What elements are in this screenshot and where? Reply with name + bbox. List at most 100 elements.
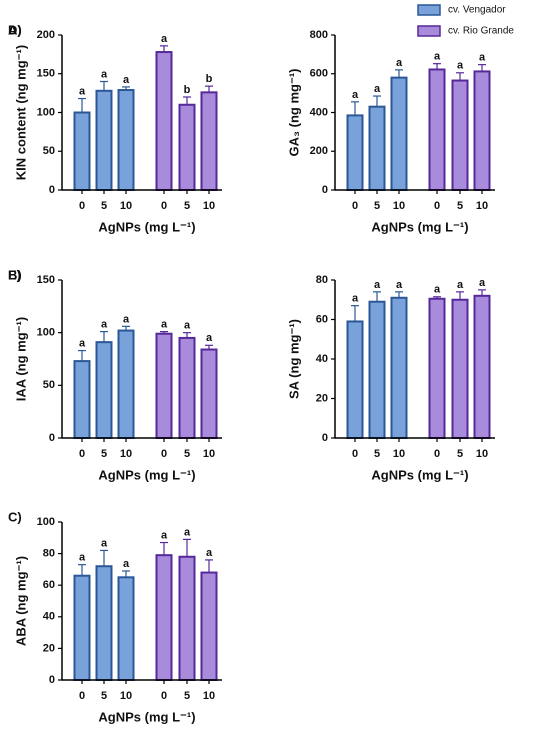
- bar: [428, 68, 446, 191]
- y-tick-label: 0: [49, 674, 55, 686]
- y-tick-label: 800: [310, 29, 328, 41]
- x-tick-label: 5: [457, 448, 463, 460]
- bar: [155, 51, 173, 191]
- y-tick-label: 600: [310, 68, 328, 80]
- significance-letter: a: [101, 319, 108, 331]
- y-tick-label: 0: [322, 432, 328, 444]
- panel-label: D): [8, 22, 22, 37]
- x-axis-label: AgNPs (mg L⁻¹): [98, 709, 195, 724]
- y-axis-label: ABA (ng mg⁻¹): [13, 556, 28, 646]
- significance-letter: a: [161, 319, 168, 331]
- y-tick-label: 400: [310, 106, 328, 118]
- significance-letter: a: [206, 547, 213, 559]
- x-axis-label: AgNPs (mg L⁻¹): [98, 467, 195, 482]
- x-axis-label: AgNPs (mg L⁻¹): [98, 219, 195, 234]
- y-tick-label: 0: [49, 184, 55, 196]
- y-tick-label: 150: [37, 68, 55, 80]
- legend-label: cv. Vengador: [448, 5, 506, 16]
- significance-letter: b: [206, 73, 213, 85]
- x-tick-label: 10: [393, 448, 405, 460]
- y-tick-label: 50: [43, 379, 55, 391]
- bar: [200, 571, 218, 681]
- significance-letter: a: [161, 529, 168, 541]
- bar: [346, 114, 364, 191]
- y-tick-label: 20: [316, 392, 328, 404]
- x-tick-label: 0: [434, 448, 440, 460]
- x-tick-label: 10: [203, 200, 215, 212]
- x-tick-label: 0: [79, 200, 85, 212]
- significance-letter: a: [457, 279, 464, 291]
- y-tick-label: 100: [37, 516, 55, 528]
- significance-letter: a: [101, 537, 108, 549]
- y-tick-label: 0: [322, 184, 328, 196]
- legend-swatch: [417, 4, 441, 16]
- bar: [451, 298, 469, 439]
- panel-label: B): [8, 267, 22, 282]
- bar: [473, 70, 491, 191]
- bar: [178, 103, 196, 191]
- y-axis-label: GA₃ (ng mg⁻¹): [286, 69, 301, 157]
- x-tick-label: 5: [457, 200, 463, 212]
- bar: [368, 105, 386, 191]
- x-tick-label: 0: [352, 200, 358, 212]
- significance-letter: a: [79, 337, 86, 349]
- significance-letter: a: [479, 277, 486, 289]
- x-tick-label: 10: [203, 448, 215, 460]
- y-tick-label: 200: [37, 29, 55, 41]
- bar: [73, 360, 91, 439]
- x-tick-label: 5: [101, 200, 107, 212]
- bar: [473, 294, 491, 439]
- y-tick-label: 60: [316, 313, 328, 325]
- x-tick-label: 0: [79, 690, 85, 702]
- y-tick-label: 200: [310, 145, 328, 157]
- bar: [73, 574, 91, 681]
- significance-letter: a: [396, 57, 403, 69]
- y-tick-label: 80: [43, 548, 55, 560]
- bar: [95, 341, 113, 439]
- bar: [73, 111, 91, 191]
- bar: [178, 336, 196, 439]
- bar: [95, 89, 113, 191]
- significance-letter: a: [374, 279, 381, 291]
- significance-letter: a: [184, 526, 191, 538]
- y-tick-label: 60: [43, 579, 55, 591]
- bar: [451, 79, 469, 191]
- x-tick-label: 5: [374, 200, 380, 212]
- x-tick-label: 0: [352, 448, 358, 460]
- significance-letter: a: [161, 33, 168, 45]
- significance-letter: a: [184, 320, 191, 332]
- significance-letter: a: [457, 60, 464, 72]
- y-axis-label: SA (ng mg⁻¹): [286, 319, 301, 399]
- y-axis-label: IAA (ng mg⁻¹): [13, 317, 28, 401]
- y-tick-label: 0: [49, 432, 55, 444]
- panel-label: E): [8, 267, 21, 282]
- bar: [200, 91, 218, 191]
- x-tick-label: 0: [161, 690, 167, 702]
- x-tick-label: 5: [101, 448, 107, 460]
- significance-letter: a: [396, 279, 403, 291]
- x-tick-label: 0: [79, 448, 85, 460]
- x-tick-label: 0: [161, 448, 167, 460]
- significance-letter: a: [101, 68, 108, 80]
- significance-letter: a: [479, 52, 486, 64]
- significance-letter: a: [434, 284, 441, 296]
- bar: [95, 565, 113, 681]
- significance-letter: a: [352, 293, 359, 305]
- bar: [200, 348, 218, 439]
- bar: [117, 329, 135, 439]
- x-tick-label: 10: [120, 200, 132, 212]
- x-tick-label: 0: [161, 200, 167, 212]
- x-tick-label: 10: [476, 200, 488, 212]
- significance-letter: a: [79, 552, 86, 564]
- x-axis-label: AgNPs (mg L⁻¹): [371, 467, 468, 482]
- y-tick-label: 100: [37, 327, 55, 339]
- y-tick-label: 40: [43, 611, 55, 623]
- significance-letter: a: [123, 558, 130, 570]
- x-tick-label: 5: [184, 690, 190, 702]
- x-tick-label: 5: [101, 690, 107, 702]
- significance-letter: a: [123, 74, 130, 86]
- significance-letter: b: [184, 84, 191, 96]
- bar: [368, 300, 386, 439]
- significance-letter: a: [352, 89, 359, 101]
